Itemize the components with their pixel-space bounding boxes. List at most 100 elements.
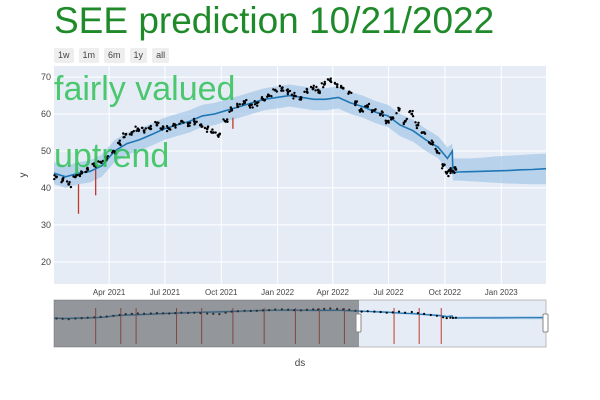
data-point-cluster <box>290 93 294 96</box>
data-point-cluster <box>300 96 303 99</box>
data-point-cluster <box>241 103 244 106</box>
data-point-cluster <box>228 110 231 114</box>
data-point-cluster <box>335 83 339 86</box>
range-button-6m[interactable]: 6m <box>104 48 125 63</box>
range-button-all[interactable]: all <box>152 48 170 63</box>
data-point-cluster <box>193 122 197 125</box>
data-point-cluster <box>381 111 384 114</box>
data-point-cluster <box>354 103 357 107</box>
data-point-cluster <box>171 124 175 127</box>
data-point-cluster <box>431 143 434 146</box>
y-tick-label: 60 <box>41 109 51 119</box>
data-point <box>205 127 209 131</box>
data-point-cluster <box>408 110 411 114</box>
data-point-cluster <box>427 141 431 144</box>
x-tick-label: Oct 2021 <box>205 288 238 297</box>
data-point-cluster <box>370 109 374 112</box>
data-point-cluster <box>122 136 125 139</box>
y-tick-label: 70 <box>41 72 51 82</box>
data-point-cluster <box>449 171 452 175</box>
data-point-cluster <box>293 91 296 95</box>
data-point-cluster <box>414 121 417 124</box>
range-slider-right-handle[interactable] <box>542 313 549 333</box>
data-point-cluster <box>350 91 353 95</box>
data-point-cluster <box>405 117 408 121</box>
data-point-cluster <box>330 80 333 84</box>
data-point-cluster <box>188 121 192 125</box>
data-point-cluster <box>226 120 229 124</box>
data-point-cluster <box>144 127 147 130</box>
data-point <box>192 120 196 123</box>
data-point-cluster <box>320 82 323 85</box>
data-point-cluster <box>253 103 257 106</box>
uncertainty-band <box>54 84 546 188</box>
data-point-cluster <box>366 104 369 107</box>
range-slider-mask <box>54 300 359 347</box>
data-point-cluster <box>113 150 116 153</box>
data-point-cluster <box>441 163 444 166</box>
data-point-cluster <box>281 86 284 89</box>
x-tick-label: Jan 2022 <box>261 288 294 297</box>
data-point-cluster <box>85 170 88 173</box>
data-point-cluster <box>294 95 297 98</box>
actual-points <box>53 77 458 189</box>
chart-title: SEE prediction 10/21/2022 <box>54 0 495 41</box>
x-tick-label: Jul 2021 <box>150 288 181 297</box>
slider-point <box>397 310 401 313</box>
data-point-cluster <box>280 89 283 92</box>
range-slider-left-handle[interactable] <box>355 313 362 333</box>
data-point-cluster <box>292 97 295 100</box>
slider-point <box>423 312 426 315</box>
x-tick-label: Oct 2022 <box>429 288 462 297</box>
data-point-cluster <box>270 95 273 98</box>
data-point-cluster <box>423 132 427 135</box>
data-point-cluster <box>222 118 225 121</box>
data-point <box>142 129 146 133</box>
y-tick-label: 20 <box>41 257 51 267</box>
data-point-cluster <box>285 89 288 92</box>
slider-point <box>360 310 363 313</box>
gridlines <box>54 66 546 284</box>
data-point-cluster <box>155 121 158 125</box>
data-point-cluster <box>272 88 275 91</box>
data-point-cluster <box>415 126 419 130</box>
data-point-cluster <box>402 121 405 125</box>
data-point-cluster <box>53 174 56 177</box>
data-point-cluster <box>347 92 350 95</box>
data-point-cluster <box>315 85 318 89</box>
data-point-cluster <box>60 181 63 184</box>
x-tick-label: Apr 2021 <box>93 288 126 297</box>
data-point-cluster <box>436 151 439 154</box>
range-button-1m[interactable]: 1m <box>78 48 100 63</box>
data-point-cluster <box>323 80 326 84</box>
slider-point <box>410 310 413 314</box>
data-point-cluster <box>161 128 164 131</box>
data-point-cluster <box>440 167 444 170</box>
data-point-cluster <box>134 125 137 128</box>
data-point-cluster <box>206 125 210 128</box>
range-button-1y[interactable]: 1y <box>129 48 148 63</box>
data-point-cluster <box>116 141 120 145</box>
range-button-1w[interactable]: 1w <box>54 48 74 63</box>
data-point-cluster <box>188 124 191 128</box>
data-point-cluster <box>430 139 433 142</box>
data-point-cluster <box>434 147 437 151</box>
y-tick-label: 30 <box>41 220 51 230</box>
data-point-cluster <box>322 86 325 89</box>
data-point <box>155 123 159 127</box>
data-point-cluster <box>118 139 122 142</box>
data-point-cluster <box>86 166 89 170</box>
data-point-cluster <box>312 84 315 88</box>
slider-point <box>385 311 388 314</box>
x-axis-label: ds <box>294 358 306 369</box>
data-point-cluster <box>452 170 455 174</box>
data-point-cluster <box>395 112 398 115</box>
data-point-cluster <box>263 99 266 102</box>
data-point-cluster <box>75 174 78 177</box>
data-point-cluster <box>201 125 204 128</box>
data-point-cluster <box>128 133 132 136</box>
data-point-cluster <box>203 126 207 130</box>
data-point-cluster <box>122 132 125 135</box>
data-point-cluster <box>370 110 374 114</box>
data-point-cluster <box>379 114 382 117</box>
